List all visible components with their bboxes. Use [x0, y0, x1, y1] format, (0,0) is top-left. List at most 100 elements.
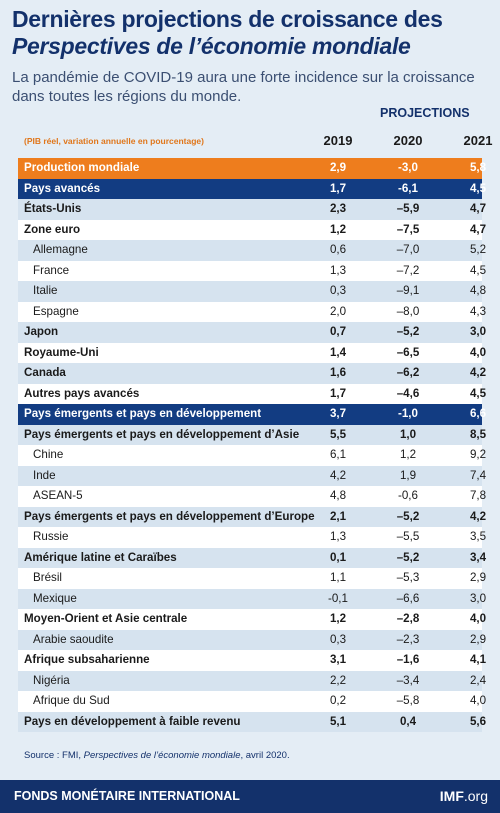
title: Dernières projections de croissance des: [12, 6, 443, 32]
source-text: Source : FMI,: [24, 750, 84, 761]
table-row: Pays en développement à faible revenu 5,1…: [18, 711, 486, 732]
cell: 5,2: [469, 243, 487, 256]
cell: 4,7: [469, 222, 487, 236]
cell: –5,2: [396, 509, 420, 523]
cell: 4,5: [469, 386, 487, 400]
cell: 7,4: [469, 468, 487, 482]
row-label: Amérique latine et Caraïbes: [24, 550, 177, 564]
row-label: Brésil: [33, 571, 62, 584]
row-label: Italie: [33, 284, 58, 297]
cell: 6,6: [469, 407, 487, 420]
cell: –6,2: [396, 366, 420, 379]
cell: 3,7: [329, 407, 347, 420]
cell: –6,6: [396, 591, 420, 605]
table-row: Royaume-Uni 1,4 –6,5 4,0: [18, 342, 486, 363]
cell: 4,0: [469, 345, 487, 359]
cell: 5,1: [329, 714, 347, 728]
cell: 4,3: [469, 304, 487, 318]
table-row: États-Unis 2,3 –5,9 4,7: [18, 199, 486, 220]
cell: –7,0: [396, 243, 420, 256]
cell: –1,6: [396, 653, 420, 666]
cell: 9,2: [469, 448, 487, 461]
row-label: Afrique du Sud: [33, 694, 110, 707]
cell: 2,0: [329, 304, 347, 318]
cell: 5,8: [469, 161, 487, 174]
cell: –7,5: [396, 222, 420, 236]
cell: -1,0: [398, 407, 418, 420]
cell: 1,2: [329, 222, 347, 236]
cell: 4,1: [469, 653, 487, 666]
row-label: États-Unis: [24, 202, 82, 215]
cell: 1,9: [399, 468, 417, 482]
cell: –8,0: [396, 304, 420, 318]
row-label: Production mondiale: [24, 161, 140, 174]
table-row: Canada 1,6 –6,2 4,2: [18, 363, 486, 384]
row-label: Royaume-Uni: [24, 345, 99, 359]
row-label: Pays émergents et pays en développement …: [24, 427, 300, 441]
cell: 5,6: [469, 714, 487, 728]
table-row: Pays émergents et pays en développement …: [18, 506, 486, 527]
cell: 1,0: [399, 427, 417, 441]
cell: 3,0: [469, 325, 487, 338]
cell: –2,8: [396, 612, 420, 625]
row-label: Moyen-Orient et Asie centrale: [24, 612, 188, 625]
row-label: Russie: [33, 530, 69, 543]
subtitle: La pandémie de COVID-19 aura une forte i…: [12, 69, 475, 105]
cell: 0,3: [329, 632, 347, 646]
organization: FONDS MONÉTAIRE INTERNATIONAL: [14, 789, 240, 803]
cell: 4,0: [469, 612, 487, 625]
footer: FONDS MONÉTAIRE INTERNATIONAL IMF.org: [0, 780, 500, 813]
cell: 2,3: [329, 202, 347, 215]
cell: 0,7: [329, 325, 347, 338]
cell: -0,6: [398, 489, 418, 502]
table-row: Autres pays avancés 1,7 –4,6 4,5: [18, 383, 486, 404]
table-row: Production mondiale 2,9 -3,0 5,8: [18, 158, 486, 179]
cell: 3,0: [469, 591, 487, 605]
cell: 1,6: [329, 366, 347, 379]
cell: 6,1: [329, 448, 347, 461]
site: IMF.org: [440, 788, 488, 804]
table-row: Afrique subsaharienne 3,1 –1,6 4,1: [18, 650, 486, 671]
table-row: Pays avancés 1,7 -6,1 4,5: [18, 178, 486, 199]
cell: 0,4: [399, 714, 417, 728]
cell: –9,1: [396, 284, 420, 297]
cell: 4,0: [469, 694, 487, 707]
table-row: Russie 1,3 –5,5 3,5: [18, 527, 486, 548]
row-label: Mexique: [33, 591, 77, 605]
table-row: Chine 6,1 1,2 9,2: [18, 445, 486, 466]
table-row: Espagne 2,0 –8,0 4,3: [18, 301, 486, 322]
table-row: Italie 0,3 –9,1 4,8: [18, 281, 486, 302]
row-label: Pays en développement à faible revenu: [24, 714, 241, 728]
cell: 1,3: [329, 263, 347, 277]
row-label: France: [33, 263, 70, 277]
table-row: Inde 4,2 1,9 7,4: [18, 465, 486, 486]
cell: 7,8: [469, 489, 487, 502]
cell: –7,2: [396, 263, 420, 277]
row-label: Chine: [33, 448, 64, 461]
cell: 2,4: [469, 673, 487, 687]
projections-label: PROJECTIONS: [380, 106, 470, 120]
cell: 4,8: [329, 489, 347, 502]
row-label: Nigéria: [33, 673, 70, 687]
cell: 1,7: [329, 181, 347, 195]
row-label: Arabie saoudite: [33, 632, 114, 646]
site-ext: .org: [463, 788, 488, 804]
table-row: Japon 0,7 –5,2 3,0: [18, 322, 486, 343]
cell: 4,2: [469, 509, 487, 523]
cell: 3,4: [469, 550, 487, 564]
row-label: Pays émergents et pays en développement: [24, 407, 262, 420]
cell: 4,2: [329, 468, 347, 482]
table-row: Arabie saoudite 0,3 –2,3 2,9: [18, 629, 486, 650]
cell: 3,1: [329, 653, 347, 666]
cell: 4,5: [469, 263, 487, 277]
table-row: France 1,3 –7,2 4,5: [18, 260, 486, 281]
cell: 0,3: [329, 284, 347, 297]
table-row: Nigéria 2,2 –3,4 2,4: [18, 670, 486, 691]
title: Perspectives de l’économie mondiale: [12, 33, 411, 59]
cell: 0,2: [329, 694, 347, 707]
cell: 1,2: [329, 612, 347, 625]
source-publication: Perspectives de l’économie mondiale: [83, 750, 241, 761]
row-label: Allemagne: [33, 243, 88, 256]
table-row: Pays émergents et pays en développement …: [18, 424, 486, 445]
